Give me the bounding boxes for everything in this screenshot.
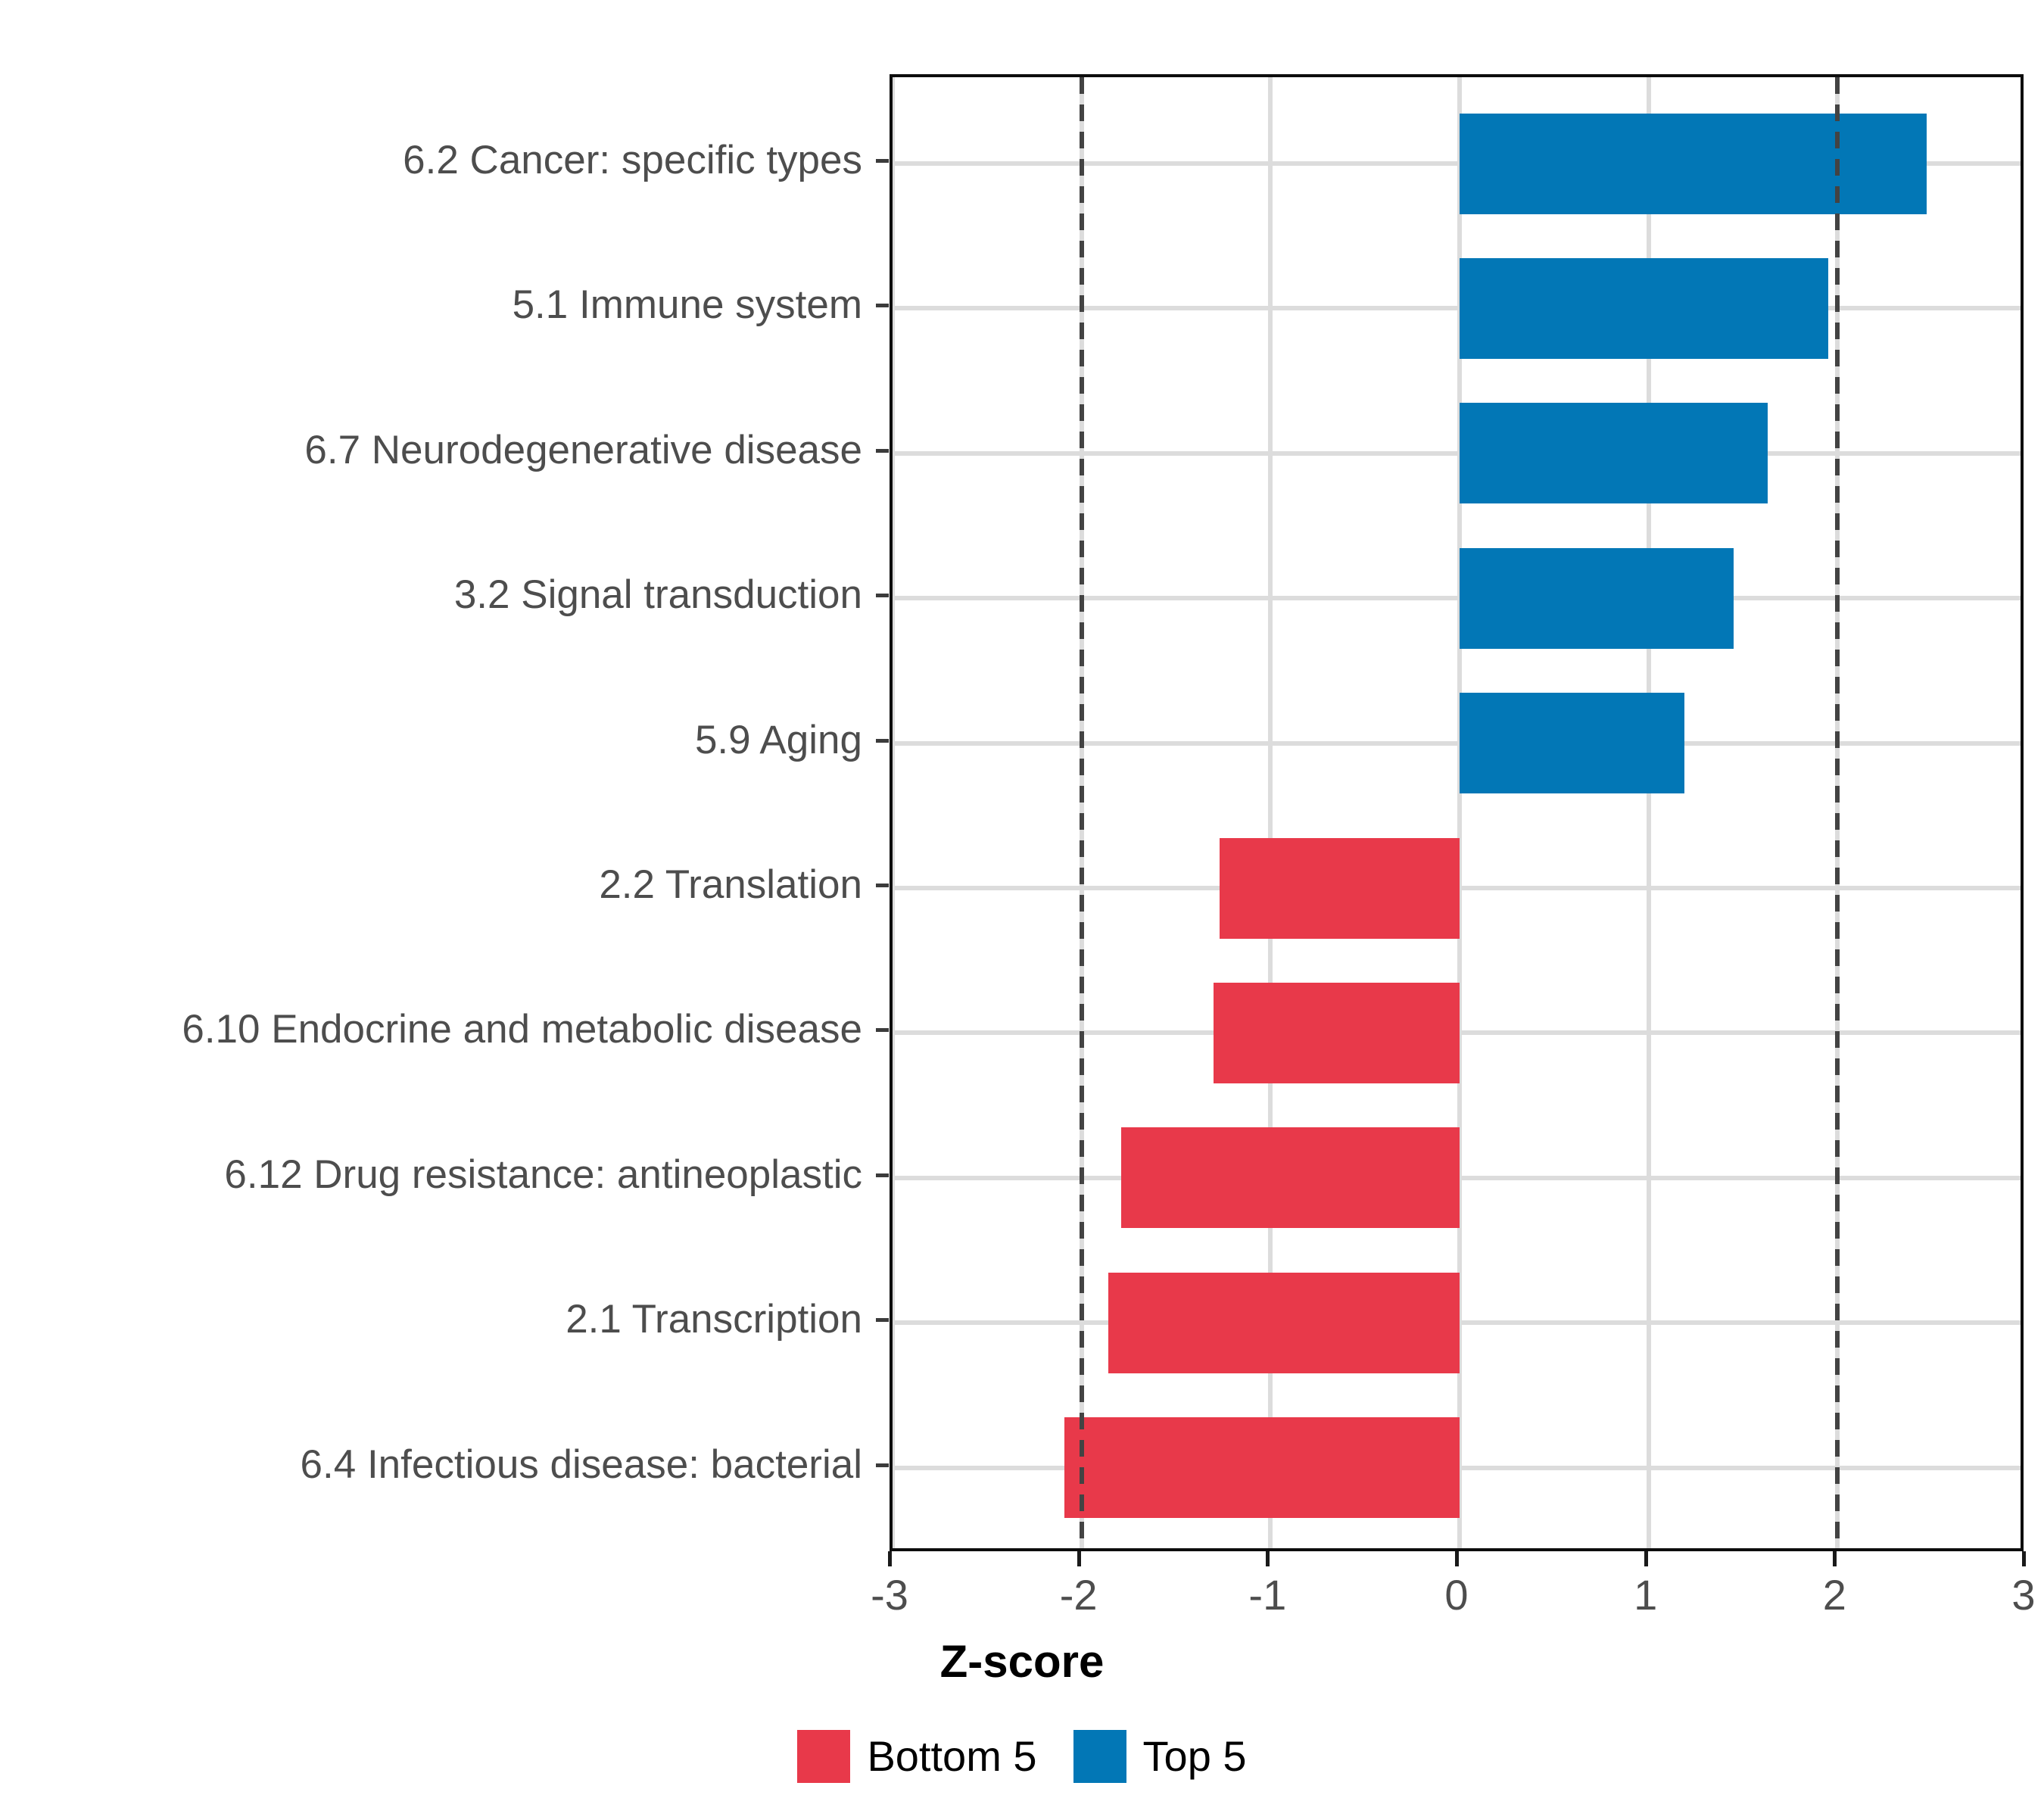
y-axis-tick [876,1463,889,1467]
bar [1108,1272,1460,1373]
horizontal-gridline [893,161,2021,166]
y-axis-tick-label: 5.9 Aging [694,717,862,762]
bar [1460,257,1828,359]
x-axis-tick [888,1551,892,1566]
legend-swatch-icon [1073,1730,1126,1783]
y-axis-tick-label: 6.10 Endocrine and metabolic disease [182,1007,862,1052]
y-axis-tick-label: 6.12 Drug resistance: antineoplastic [224,1152,862,1197]
y-axis-tick [876,1173,889,1177]
bar [1460,113,1927,214]
vertical-gridline [893,77,895,1548]
x-axis-tick-label: 3 [2011,1571,2036,1619]
plot-panel [890,74,2024,1551]
bar [1460,693,1685,794]
x-axis-tick [1644,1551,1648,1566]
bar [1460,403,1768,504]
horizontal-gridline [893,740,2021,746]
y-axis-tick-label: 5.1 Immune system [512,282,862,328]
y-axis-tick-label: 2.2 Translation [599,862,862,907]
y-axis-tick-label: 2.1 Transcription [566,1297,862,1342]
y-axis-tick [876,304,889,308]
y-axis-tick [876,738,889,743]
legend-label: Top 5 [1142,1732,1247,1780]
horizontal-gridline [893,306,2021,311]
bar [1219,837,1460,939]
legend-item[interactable]: Top 5 [1073,1730,1247,1783]
bar [1214,982,1460,1083]
bar [1121,1127,1460,1229]
bar [1460,547,1734,649]
x-axis-tick-label: -2 [1059,1571,1098,1619]
x-axis-tick [2022,1551,2026,1566]
legend-swatch-icon [797,1730,851,1783]
x-axis-tick [1266,1551,1270,1566]
x-axis-tick-label: 1 [1634,1571,1658,1619]
vertical-gridline [1457,77,1462,1548]
x-axis-tick-label: -1 [1248,1571,1287,1619]
legend-label: Bottom 5 [867,1732,1037,1780]
y-axis-tick [876,448,889,453]
vertical-gridline [1268,77,1273,1548]
y-axis-tick [876,159,889,163]
reference-line [1079,77,1084,1548]
x-axis-tick [1833,1551,1837,1566]
x-axis-tick [1455,1551,1459,1566]
reference-line [1835,77,1840,1548]
x-axis-tick-label: 2 [1822,1571,1846,1619]
y-axis-tick [876,1028,889,1033]
y-axis-tick-label: 3.2 Signal transduction [453,572,862,618]
legend: Bottom 5 Top 5 [0,1730,2044,1783]
vertical-gridline [1646,77,1651,1548]
x-axis-tick [1077,1551,1081,1566]
y-axis-tick [876,1318,889,1323]
y-axis-tick-label: 6.7 Neurodegenerative disease [304,427,862,472]
x-axis-title: Z-score [939,1636,1105,1687]
horizontal-gridline [893,450,2021,456]
bar [1064,1417,1460,1519]
y-axis-tick [876,594,889,598]
y-axis-tick [876,884,889,887]
y-axis-tick-label: 6.4 Infectious disease: bacterial [300,1441,862,1487]
y-axis-tick-label: 6.2 Cancer: specific types [403,138,862,182]
horizontal-gridline [893,596,2021,601]
x-axis-tick-label: 0 [1444,1571,1469,1619]
legend-item[interactable]: Bottom 5 [797,1730,1073,1783]
x-axis-tick-label: -3 [871,1571,908,1619]
